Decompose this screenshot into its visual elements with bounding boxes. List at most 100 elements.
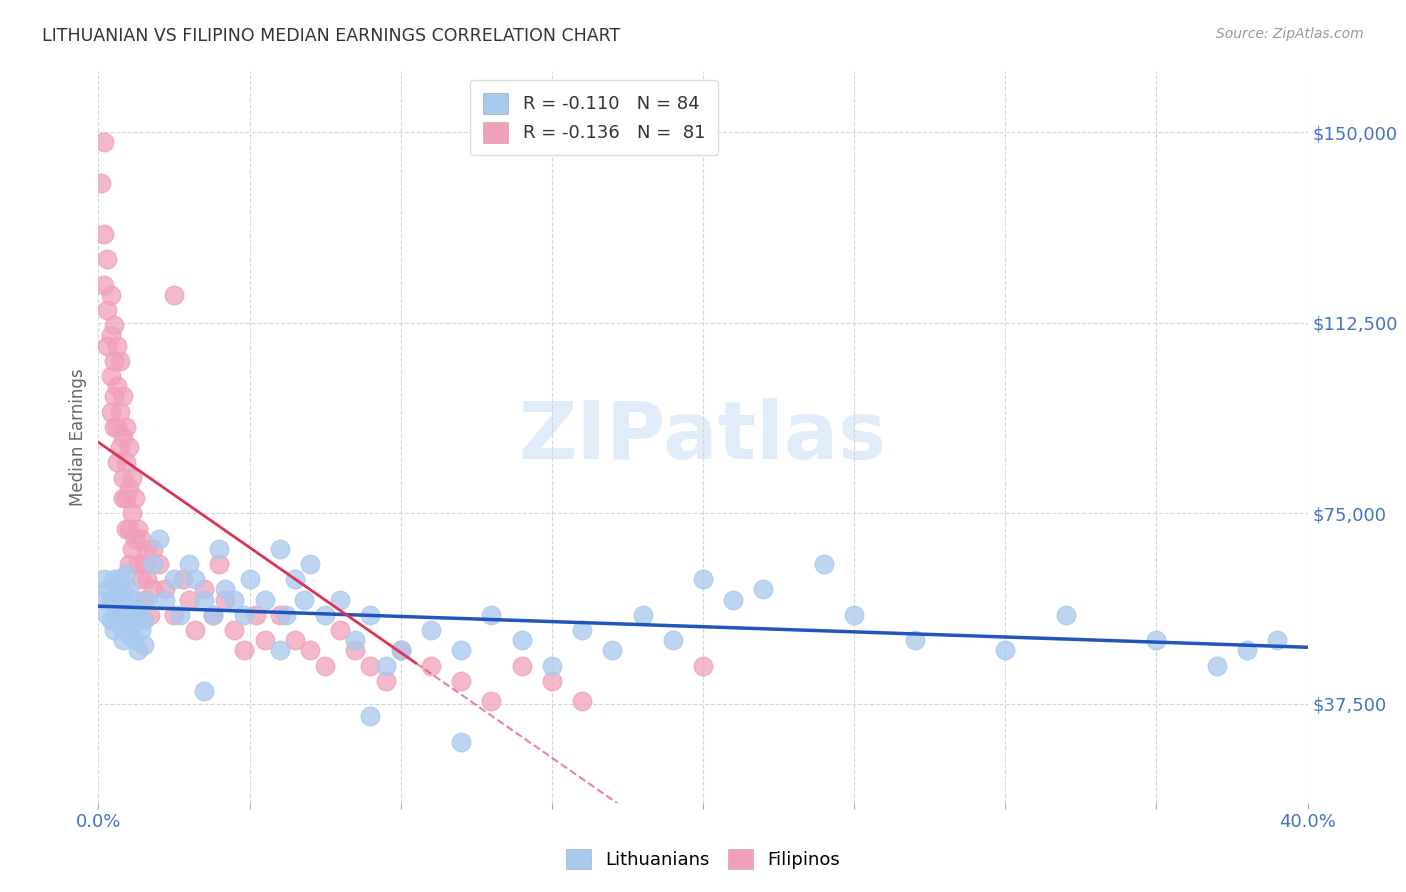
Point — [96, 607, 118, 622]
Point — [124, 603, 146, 617]
Point — [450, 735, 472, 749]
Point — [245, 607, 267, 622]
Point — [118, 521, 141, 535]
Point — [374, 673, 396, 688]
Point — [692, 658, 714, 673]
Point — [100, 288, 122, 302]
Point — [118, 557, 141, 571]
Point — [139, 607, 162, 622]
Point — [121, 541, 143, 556]
Point — [232, 607, 254, 622]
Point — [389, 643, 412, 657]
Point — [105, 582, 128, 597]
Point — [103, 623, 125, 637]
Text: Source: ZipAtlas.com: Source: ZipAtlas.com — [1216, 27, 1364, 41]
Point — [108, 354, 131, 368]
Point — [193, 592, 215, 607]
Point — [540, 673, 562, 688]
Point — [172, 572, 194, 586]
Point — [148, 532, 170, 546]
Point — [193, 684, 215, 698]
Point — [571, 694, 593, 708]
Point — [344, 643, 367, 657]
Point — [1144, 633, 1167, 648]
Point — [124, 532, 146, 546]
Point — [96, 582, 118, 597]
Point — [994, 643, 1017, 657]
Point — [111, 471, 134, 485]
Point — [208, 541, 231, 556]
Point — [105, 455, 128, 469]
Point — [329, 592, 352, 607]
Point — [100, 369, 122, 384]
Point — [904, 633, 927, 648]
Point — [481, 694, 503, 708]
Point — [239, 572, 262, 586]
Point — [114, 455, 136, 469]
Point — [129, 623, 152, 637]
Point — [129, 532, 152, 546]
Point — [114, 567, 136, 582]
Point — [114, 618, 136, 632]
Point — [118, 628, 141, 642]
Point — [752, 582, 775, 597]
Point — [127, 643, 149, 657]
Point — [108, 618, 131, 632]
Point — [420, 623, 443, 637]
Point — [284, 633, 307, 648]
Point — [602, 643, 624, 657]
Point — [105, 338, 128, 352]
Point — [1206, 658, 1229, 673]
Point — [121, 506, 143, 520]
Point — [111, 389, 134, 403]
Point — [269, 643, 291, 657]
Point — [1236, 643, 1258, 657]
Point — [103, 598, 125, 612]
Point — [132, 592, 155, 607]
Point — [692, 572, 714, 586]
Point — [142, 541, 165, 556]
Point — [105, 607, 128, 622]
Legend: R = -0.110   N = 84, R = -0.136   N =  81: R = -0.110 N = 84, R = -0.136 N = 81 — [470, 80, 717, 155]
Point — [813, 557, 835, 571]
Point — [214, 592, 236, 607]
Point — [148, 557, 170, 571]
Point — [114, 521, 136, 535]
Point — [314, 607, 336, 622]
Point — [169, 607, 191, 622]
Point — [93, 136, 115, 150]
Point — [108, 405, 131, 419]
Point — [179, 557, 201, 571]
Point — [135, 572, 157, 586]
Point — [96, 303, 118, 318]
Point — [124, 491, 146, 505]
Point — [202, 607, 225, 622]
Point — [844, 607, 866, 622]
Point — [163, 572, 186, 586]
Point — [100, 613, 122, 627]
Y-axis label: Median Earnings: Median Earnings — [69, 368, 87, 506]
Point — [118, 481, 141, 495]
Point — [329, 623, 352, 637]
Point — [163, 607, 186, 622]
Point — [129, 572, 152, 586]
Point — [1267, 633, 1289, 648]
Point — [193, 582, 215, 597]
Point — [132, 613, 155, 627]
Point — [127, 521, 149, 535]
Point — [111, 582, 134, 597]
Point — [184, 623, 207, 637]
Point — [108, 572, 131, 586]
Point — [121, 592, 143, 607]
Point — [450, 673, 472, 688]
Point — [389, 643, 412, 657]
Point — [269, 607, 291, 622]
Point — [224, 592, 246, 607]
Point — [90, 176, 112, 190]
Point — [127, 557, 149, 571]
Point — [135, 541, 157, 556]
Legend: Lithuanians, Filipinos: Lithuanians, Filipinos — [557, 839, 849, 879]
Point — [142, 582, 165, 597]
Point — [202, 607, 225, 622]
Point — [179, 592, 201, 607]
